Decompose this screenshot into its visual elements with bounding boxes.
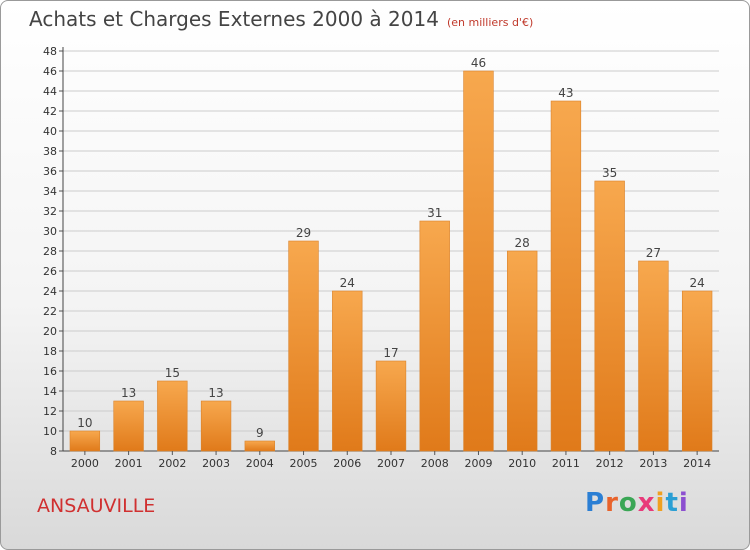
data-label-2009: 46 — [471, 56, 486, 70]
y-tick-label: 34 — [43, 185, 57, 198]
bar-2011 — [550, 100, 582, 452]
y-tick-label: 18 — [43, 345, 57, 358]
y-tick-label: 20 — [43, 325, 57, 338]
x-tick-label-2014: 2014 — [683, 457, 711, 470]
data-label-2004: 9 — [256, 426, 264, 440]
bar-2012 — [594, 180, 625, 452]
y-tick-label: 14 — [43, 385, 57, 398]
y-tick-label: 42 — [43, 105, 57, 118]
bar-2008 — [419, 220, 450, 452]
y-tick-label: 44 — [43, 85, 57, 98]
bar-2005 — [288, 240, 319, 452]
data-label-2013: 27 — [646, 246, 661, 260]
y-tick-label: 32 — [43, 205, 57, 218]
x-tick-label-2012: 2012 — [596, 457, 624, 470]
logo-letter: i — [678, 488, 689, 518]
bar-2007 — [375, 360, 407, 452]
y-tick-label: 16 — [43, 365, 57, 378]
logo-letter: o — [618, 488, 638, 518]
x-tick-label-2007: 2007 — [377, 457, 405, 470]
x-tick-label-2009: 2009 — [464, 457, 492, 470]
logo-letter: x — [637, 488, 656, 518]
logo-letter: t — [665, 488, 679, 518]
x-tick-label-2003: 2003 — [202, 457, 230, 470]
y-tick-label: 36 — [43, 165, 57, 178]
y-tick-label: 26 — [43, 265, 57, 278]
y-tick-label: 30 — [43, 225, 57, 238]
bar-2006 — [332, 290, 363, 452]
y-tick-label: 38 — [43, 145, 57, 158]
x-tick-label-2010: 2010 — [508, 457, 536, 470]
data-label-2010: 28 — [515, 236, 530, 250]
y-tick-label: 24 — [43, 285, 57, 298]
x-tick-label-2013: 2013 — [639, 457, 667, 470]
x-tick-label-2011: 2011 — [552, 457, 580, 470]
data-label-2000: 10 — [77, 416, 92, 430]
bar-2004 — [244, 440, 275, 452]
x-tick-label-2001: 2001 — [115, 457, 143, 470]
data-label-2006: 24 — [340, 276, 355, 290]
chart-unit: (en milliers d'€) — [446, 16, 534, 29]
y-tick-label: 12 — [43, 405, 57, 418]
chart-title-text: Achats et Charges Externes 2000 à 2014 — [29, 7, 439, 31]
x-tick-label-2008: 2008 — [421, 457, 449, 470]
bar-2002 — [157, 380, 188, 452]
data-label-2011: 43 — [558, 86, 573, 100]
logo-letter: r — [605, 488, 619, 518]
data-label-2014: 24 — [689, 276, 704, 290]
data-label-2005: 29 — [296, 226, 311, 240]
x-tick-label-2000: 2000 — [71, 457, 99, 470]
logo-letter: P — [585, 488, 606, 518]
x-tick-label-2006: 2006 — [333, 457, 361, 470]
data-label-2012: 35 — [602, 166, 617, 180]
data-label-2003: 13 — [208, 386, 223, 400]
y-tick-label: 22 — [43, 305, 57, 318]
bar-2000 — [69, 430, 101, 452]
proxiti-logo: Proxiti — [585, 488, 689, 518]
y-tick-label: 48 — [43, 45, 57, 58]
x-tick-label-2002: 2002 — [158, 457, 186, 470]
y-tick-label: 8 — [50, 445, 57, 458]
x-tick-label-2004: 2004 — [246, 457, 274, 470]
bar-2014 — [681, 290, 713, 452]
chart-title: Achats et Charges Externes 2000 à 2014 (e… — [29, 7, 533, 31]
y-tick-label: 40 — [43, 125, 57, 138]
bar-2009 — [463, 70, 494, 452]
logo-letter: i — [655, 488, 666, 518]
bar-2003 — [200, 400, 232, 452]
bar-2001 — [113, 400, 144, 452]
data-label-2001: 13 — [121, 386, 136, 400]
x-tick-label-2005: 2005 — [290, 457, 318, 470]
data-label-2002: 15 — [165, 366, 180, 380]
y-tick-label: 28 — [43, 245, 57, 258]
y-tick-label: 46 — [43, 65, 57, 78]
bar-2013 — [638, 260, 669, 452]
data-label-2008: 31 — [427, 206, 442, 220]
y-tick-label: 10 — [43, 425, 57, 438]
bar-2010 — [507, 250, 538, 452]
data-label-2007: 17 — [383, 346, 398, 360]
place-name: ANSAUVILLE — [37, 495, 156, 517]
